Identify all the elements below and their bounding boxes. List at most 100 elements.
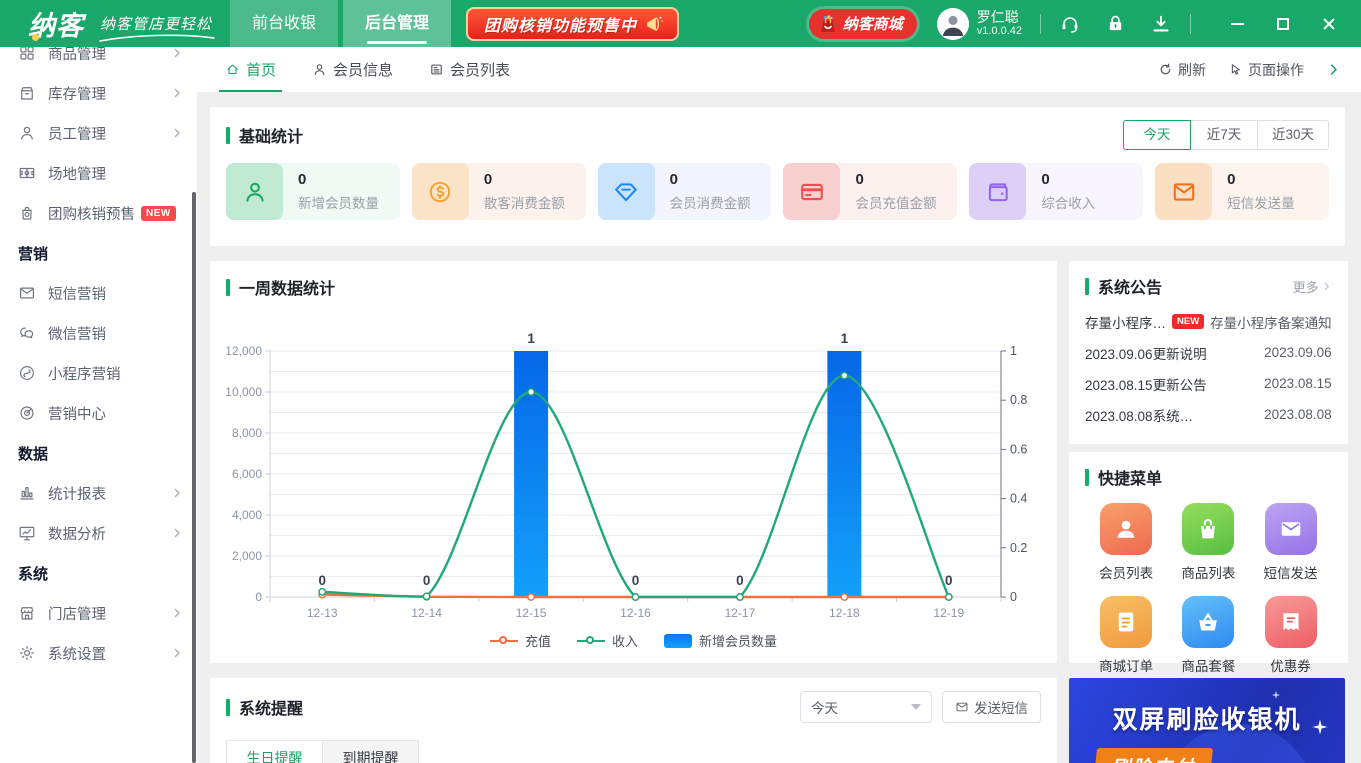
- nav-front-cashier[interactable]: 前台收银: [230, 0, 339, 47]
- sidebar-section-header: 营销: [18, 245, 49, 263]
- inventory-icon: [18, 84, 36, 102]
- stat-icon-box: [597, 163, 655, 220]
- member-icon: [242, 179, 268, 205]
- announcement-row[interactable]: 2023.09.06更新说明 2023.09.06: [1085, 337, 1332, 368]
- announcement-title: 存量小程序…: [1085, 315, 1166, 331]
- mall-button[interactable]: 纳客商城: [808, 8, 917, 39]
- sidebar-item[interactable]: 小程序营销: [0, 353, 197, 393]
- ad-banner[interactable]: 双屏刷脸收银机 刷脸支付: [1069, 678, 1345, 763]
- accent-bar: [226, 278, 230, 296]
- svg-text:0.2: 0.2: [1010, 541, 1027, 555]
- svg-text:0.4: 0.4: [1010, 492, 1027, 506]
- quick-menu-label: 商品套餐: [1181, 659, 1236, 674]
- stat-value: 0: [1041, 171, 1050, 188]
- period-button[interactable]: 今天: [1122, 120, 1191, 150]
- sidebar-item[interactable]: 场地管理: [0, 153, 197, 193]
- reminders-title: 系统提醒: [239, 701, 304, 718]
- goods-icon: [18, 47, 36, 62]
- period-button[interactable]: 近30天: [1256, 120, 1329, 150]
- period-select[interactable]: 今天: [800, 691, 932, 723]
- refresh-action[interactable]: 刷新: [1158, 60, 1206, 80]
- quick-menu-item[interactable]: 优惠券: [1264, 596, 1317, 675]
- close-button[interactable]: [1321, 16, 1337, 32]
- svg-text:12-14: 12-14: [411, 606, 442, 620]
- tab-tab2[interactable]: 会员列表: [429, 47, 510, 92]
- download-icon[interactable]: [1150, 13, 1172, 35]
- svg-text:4,000: 4,000: [232, 508, 262, 522]
- tab-label: 会员列表: [450, 62, 511, 79]
- tab-home[interactable]: 首页: [218, 47, 283, 92]
- sidebar-item[interactable]: 门店管理: [0, 593, 197, 633]
- sidebar-item[interactable]: 系统设置: [0, 633, 197, 673]
- lock-icon[interactable]: [1105, 13, 1126, 34]
- header-icons: [1059, 13, 1172, 35]
- sidebar-menu: 商品管理库存管理 员工管理 场地管理 团购核销预售 NEW 营销短信营销 微信营销 小程序营销…: [0, 47, 197, 673]
- svg-text:12-18: 12-18: [829, 606, 860, 620]
- tabbar-actions: 刷新 页面操作: [1158, 60, 1341, 80]
- announcement-row[interactable]: 存量小程序… NEW 存量小程序备案通知: [1085, 306, 1332, 337]
- weekly-chart-panel: 一周数据统计 0 2,000 4,000 6,000 8,000 10,000 12,000…: [210, 261, 1057, 663]
- diamond-icon: [613, 179, 639, 205]
- quick-menu-title: 快捷菜单: [1098, 471, 1163, 488]
- minimize-button[interactable]: [1229, 16, 1245, 32]
- sidebar-item[interactable]: 统计报表: [0, 473, 197, 513]
- announcements-title: 系统公告: [1098, 280, 1163, 297]
- quick-menu-item[interactable]: 商城订单: [1099, 596, 1153, 675]
- chevron-right-icon: [171, 527, 183, 539]
- header-divider-2: [1190, 13, 1191, 34]
- quick-menu-item[interactable]: 短信发送: [1264, 503, 1318, 582]
- announcement-row[interactable]: 2023.08.08系统… 2023.08.08: [1085, 399, 1332, 430]
- sidebar-item[interactable]: 员工管理: [0, 113, 197, 153]
- send-sms-button[interactable]: 发送短信: [942, 691, 1041, 723]
- stat-value: 0: [669, 171, 678, 188]
- coupon-icon: [1264, 596, 1317, 648]
- svg-text:0: 0: [423, 573, 431, 588]
- svg-text:0: 0: [318, 573, 326, 588]
- legend-label: 新增会员数量: [699, 634, 778, 649]
- announcement-row[interactable]: 2023.08.15更新公告 2023.08.15: [1085, 368, 1332, 399]
- support-headset-icon[interactable]: [1059, 13, 1081, 35]
- sidebar-item-label: 营销中心: [48, 406, 106, 423]
- quick-menu-item[interactable]: 商品列表: [1181, 503, 1235, 582]
- reminder-tab[interactable]: 生日提醒: [226, 740, 323, 763]
- brand-tagline: 纳客管店更轻松: [99, 13, 215, 42]
- svg-text:6,000: 6,000: [232, 467, 262, 481]
- accent-bar: [226, 698, 230, 716]
- app-version: v1.0.0.42: [976, 25, 1022, 38]
- maximize-button[interactable]: [1275, 16, 1291, 32]
- weekly-chart-title: 一周数据统计: [239, 281, 336, 298]
- more-link[interactable]: 更多: [1293, 277, 1332, 296]
- svg-text:12,000: 12,000: [226, 344, 262, 358]
- nav-back-admin[interactable]: 后台管理: [343, 0, 452, 47]
- page-ops-action[interactable]: 页面操作: [1228, 60, 1304, 80]
- svg-text:0: 0: [1010, 590, 1017, 604]
- tagline-swoosh: [99, 34, 215, 42]
- sidebar-item[interactable]: 营销中心: [0, 393, 197, 433]
- promo-banner[interactable]: 团购核销功能预售中: [466, 6, 680, 41]
- sidebar-item[interactable]: 团购核销预售 NEW: [0, 193, 197, 233]
- legend-item[interactable]: 充值: [489, 631, 551, 650]
- basic-stats-title: 基础统计: [239, 129, 304, 146]
- member-list-icon: [429, 62, 444, 77]
- select-caret-icon: [911, 704, 921, 710]
- legend-item[interactable]: 收入: [576, 631, 638, 650]
- tab-tab1[interactable]: 会员信息: [312, 47, 393, 92]
- reminder-tab[interactable]: 到期提醒: [322, 740, 419, 763]
- sidebar-item[interactable]: 短信营销: [0, 273, 197, 313]
- legend-item[interactable]: 新增会员数量: [664, 631, 777, 650]
- new-badge: NEW: [1172, 314, 1205, 329]
- user-account[interactable]: 罗仁聪 v1.0.0.42: [936, 7, 1022, 40]
- quick-menu-item[interactable]: 商品套餐: [1181, 596, 1235, 675]
- sidebar-scrollbar-thumb[interactable]: [192, 192, 196, 763]
- sidebar-item[interactable]: 商品管理: [0, 47, 197, 73]
- bag-icon: [1182, 503, 1235, 555]
- chevron-right-icon[interactable]: [1326, 62, 1341, 77]
- quick-menu-item[interactable]: 会员列表: [1099, 503, 1153, 582]
- announcement-date: 2023.09.06: [1264, 345, 1332, 360]
- announcement-date: 存量小程序备案通知: [1210, 315, 1332, 331]
- sidebar-item-label: 商品管理: [48, 47, 106, 63]
- sidebar-item[interactable]: 库存管理: [0, 73, 197, 113]
- period-button[interactable]: 近7天: [1189, 120, 1258, 150]
- sidebar-item[interactable]: 微信营销: [0, 313, 197, 353]
- sidebar-item[interactable]: 数据分析: [0, 513, 197, 553]
